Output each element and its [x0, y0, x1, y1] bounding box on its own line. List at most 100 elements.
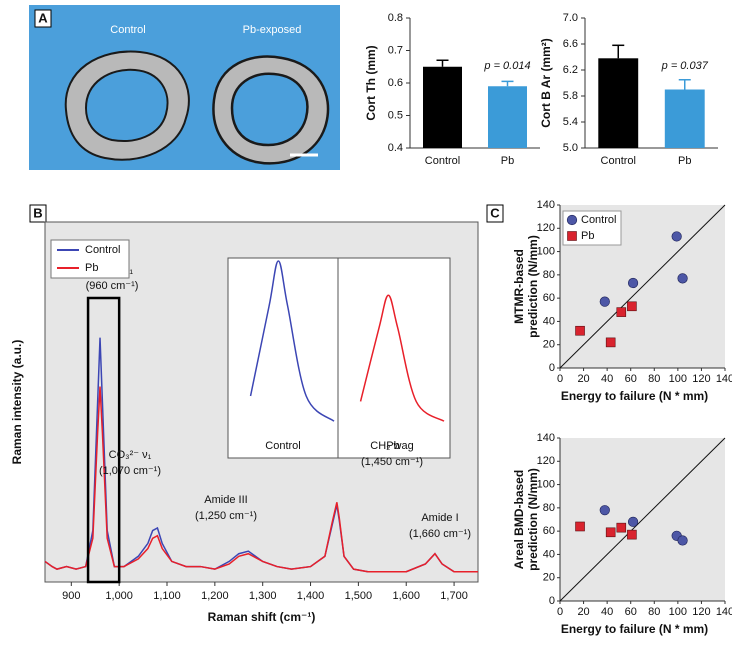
point — [627, 529, 637, 540]
y-tick-label: 120 — [537, 455, 555, 467]
point — [575, 521, 585, 532]
y-axis-label: prediction (N/mm) — [526, 468, 540, 571]
annotation: Amide I — [421, 512, 458, 524]
panel-label: C — [490, 205, 500, 220]
y-axis-label: Cort Th (mm) — [364, 45, 378, 120]
point — [599, 296, 610, 307]
x-tick-label: 140 — [716, 373, 732, 385]
point — [677, 535, 688, 546]
x-tick-label: Pb — [678, 155, 691, 167]
y-tick-label: 100 — [537, 245, 555, 257]
point — [616, 522, 627, 533]
y-axis-label: Cort B Ar (mm²) — [539, 38, 553, 128]
identity-line — [559, 437, 726, 602]
legend-label: Pb — [85, 262, 98, 274]
x-tick-label: 1,000 — [105, 590, 133, 602]
y-axis-label: Raman intensity (a.u.) — [10, 340, 24, 465]
x-tick-label: 1,400 — [297, 590, 325, 602]
y-tick-label: 40 — [543, 548, 555, 560]
y-tick-label: 0.4 — [388, 142, 403, 154]
y-tick-label: 20 — [543, 339, 555, 351]
inset-line — [249, 260, 335, 422]
point — [627, 516, 639, 527]
x-tick-label: 1,700 — [440, 590, 468, 602]
bar — [488, 86, 527, 148]
annotation: (1,660 cm⁻¹) — [409, 528, 471, 540]
spectrum-line — [44, 386, 478, 573]
x-tick-label: 1,300 — [249, 590, 277, 602]
annotation: (1,450 cm⁻¹) — [361, 456, 423, 468]
y-tick-label: 5.4 — [563, 116, 578, 128]
inset — [227, 257, 451, 459]
y-tick-label: 20 — [543, 572, 555, 584]
x-tick-label: 20 — [577, 373, 589, 385]
annotation: (1,070 cm⁻¹) — [99, 465, 161, 477]
point — [605, 337, 616, 348]
x-tick-label: 60 — [625, 606, 637, 618]
inset-label: Control — [265, 440, 300, 452]
x-tick-label: 80 — [648, 373, 660, 385]
x-tick-label: 120 — [692, 373, 710, 385]
annotation: CO₃²⁻ ν₁ — [109, 449, 152, 461]
x-tick-label: 120 — [692, 606, 710, 618]
point — [599, 505, 610, 516]
y-tick-label: 0.7 — [388, 44, 403, 56]
x-axis-label: Energy to failure (N * mm) — [561, 389, 708, 403]
panel-label-box — [34, 9, 52, 28]
y-tick-label: 0.6 — [388, 77, 403, 89]
point — [671, 231, 682, 242]
x-tick-label: 900 — [62, 590, 80, 602]
x-tick-label: 40 — [601, 373, 613, 385]
panel-label: B — [33, 205, 42, 220]
annotation: (1,250 cm⁻¹) — [195, 510, 257, 522]
image-label: Control — [110, 24, 145, 36]
x-tick-label: 20 — [577, 606, 589, 618]
y-tick-label: 100 — [537, 478, 555, 490]
y-tick-label: 6.2 — [563, 64, 578, 76]
annotation: p = 0.037 — [661, 60, 709, 72]
inset-line — [359, 294, 445, 422]
panel-label: A — [38, 10, 48, 25]
y-tick-label: 140 — [537, 432, 555, 444]
x-tick-label: 140 — [716, 606, 732, 618]
panel-label-box — [29, 204, 47, 223]
peak-box — [86, 296, 121, 584]
x-tick-label: 100 — [669, 373, 687, 385]
y-tick-label: 0 — [549, 595, 555, 607]
bar — [664, 89, 705, 148]
x-tick-label: Control — [425, 155, 460, 167]
y-axis-label: Areal BMD-based — [512, 470, 526, 569]
point — [677, 273, 688, 284]
panel-label-box — [486, 204, 504, 223]
x-tick-label: 0 — [557, 373, 563, 385]
x-axis-label: Raman shift (cm⁻¹) — [208, 610, 316, 624]
x-tick-label: 40 — [601, 606, 613, 618]
legend-label: Control — [85, 244, 120, 256]
annotation: CH₂ wag — [370, 440, 413, 452]
y-tick-label: 60 — [543, 292, 555, 304]
legend-label: Control — [581, 214, 616, 226]
x-tick-label: Pb — [501, 155, 514, 167]
legend-marker — [567, 231, 577, 241]
x-tick-label: 1,200 — [201, 590, 229, 602]
y-tick-label: 5.8 — [563, 90, 578, 102]
point — [605, 527, 616, 538]
y-tick-label: 120 — [537, 222, 555, 234]
legend-label: Pb — [581, 230, 594, 242]
point — [627, 277, 639, 289]
y-tick-label: 7.0 — [563, 12, 578, 24]
x-tick-label: 100 — [669, 606, 687, 618]
y-tick-label: 80 — [543, 269, 555, 281]
bone-pb — [212, 55, 330, 165]
x-tick-label: 1,600 — [392, 590, 420, 602]
annotation: Amide III — [204, 494, 247, 506]
point — [575, 325, 585, 336]
y-axis-label: prediction (N/mm) — [526, 235, 540, 338]
y-tick-label: 6.6 — [563, 38, 578, 50]
bar — [598, 58, 639, 148]
y-tick-label: 0.8 — [388, 12, 403, 24]
y-tick-label: 80 — [543, 502, 555, 514]
y-tick-label: 140 — [537, 199, 555, 211]
